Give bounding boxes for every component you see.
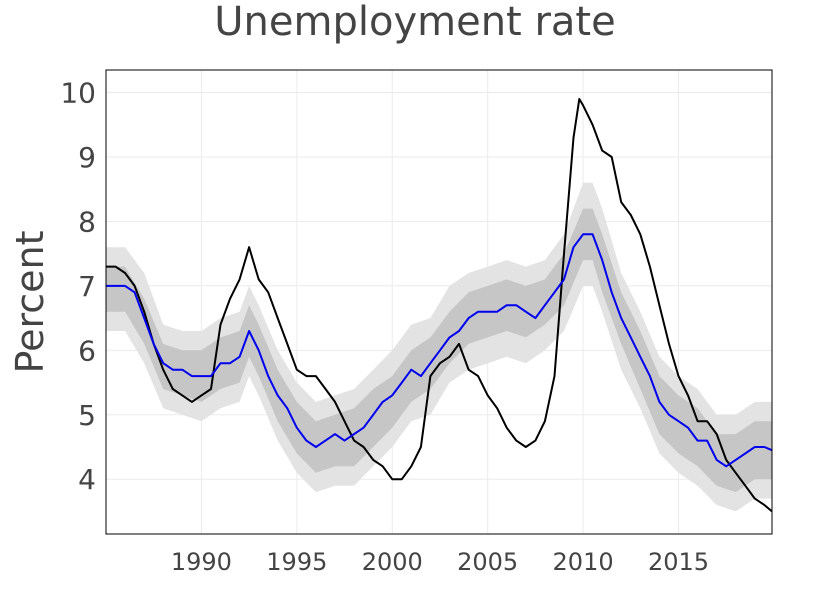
x-tick-label-2010: 2010: [553, 548, 614, 576]
x-tick-label-2000: 2000: [362, 548, 423, 576]
y-tick-label-9: 9: [78, 141, 96, 174]
y-tick-label-4: 4: [78, 463, 96, 496]
series-line-black: [106, 98, 772, 513]
plot-frame: [105, 69, 773, 535]
series-line-blue: [106, 233, 772, 468]
chart-title: Unemployment rate: [214, 0, 615, 45]
x-tick-label-2005: 2005: [457, 548, 518, 576]
y-tick-label-5: 5: [78, 399, 96, 432]
x-tick-label-1990: 1990: [171, 548, 232, 576]
plot-area: 4 5 6 7 8 9 10 1990 1995 2000 2005 2010 2015: [60, 69, 773, 576]
y-tick-label-8: 8: [78, 205, 96, 238]
y-tick-label-7: 7: [78, 270, 96, 303]
y-axis-title: Percent: [8, 231, 52, 374]
plot-background: [106, 70, 772, 534]
x-tick-label-1995: 1995: [266, 548, 327, 576]
y-tick-label-6: 6: [78, 334, 96, 367]
x-tick-label-2015: 2015: [648, 548, 709, 576]
y-tick-label-10: 10: [60, 77, 96, 110]
